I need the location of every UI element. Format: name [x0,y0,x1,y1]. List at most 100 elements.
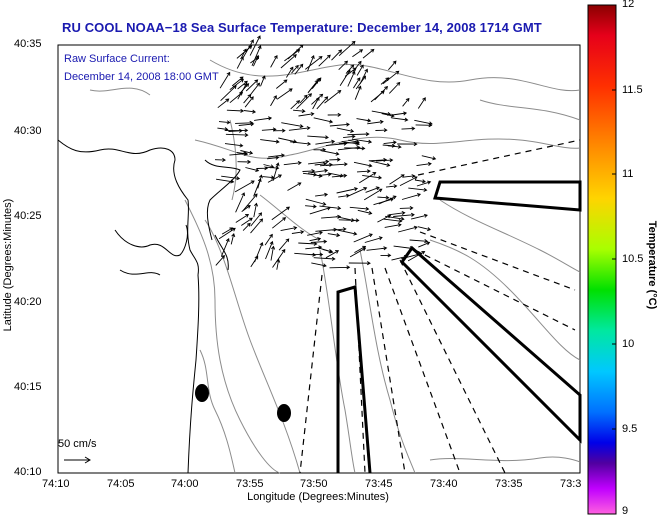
current-vector [309,237,322,242]
current-vector [270,95,277,107]
current-vector [368,157,388,162]
current-vector [402,97,410,107]
current-vector [327,172,344,178]
current-vector [313,147,327,152]
current-vector [307,77,321,94]
current-vector [272,128,286,133]
current-vector [249,35,261,56]
current-vector [319,162,333,167]
x-tick: 73:45 [365,478,393,490]
scale-label: 50 cm/s [58,438,97,450]
current-vector [230,233,236,245]
current-vector [264,233,273,246]
current-vector [254,242,264,263]
current-vector [235,120,254,125]
current-vector [272,217,287,229]
current-vector [253,202,259,218]
current-vector [410,213,428,220]
current-vector [260,139,280,144]
current-vector [256,166,269,171]
current-vector [272,248,286,268]
current-vector [384,222,402,228]
coastline [57,139,241,474]
current-vector [316,246,333,254]
current-vector [362,48,375,59]
current-vector [362,174,383,180]
x-tick: 73:40 [430,478,458,490]
current-vector [308,168,329,174]
y-tick: 40:30 [14,125,42,137]
current-vector [325,250,340,259]
y-tick: 40:15 [14,381,42,393]
current-vector [383,140,397,145]
current-vector [220,85,237,102]
current-vector [310,239,328,244]
bathymetry-contours [89,59,581,474]
current-vector [347,70,356,87]
current-vector [336,187,359,194]
current-vector [257,174,263,189]
current-vector [310,173,323,178]
current-vector [305,198,327,206]
current-vector [353,161,373,168]
current-vector [249,82,261,96]
colorbar-tick: 10 [622,338,635,350]
current-vector [408,187,428,192]
current-vector [399,206,414,211]
current-vector [416,161,432,167]
x-tick: 73:3 [560,478,582,490]
current-vector [305,55,323,70]
current-vector [344,146,366,151]
current-vector [414,179,426,184]
annotation-line2: December 14, 2008 18:00 GMT [64,71,219,83]
current-vector [224,143,244,148]
current-vector [375,128,388,133]
current-vector [358,172,377,184]
current-vector [281,122,304,129]
current-vector [356,118,372,123]
current-vector [387,144,402,149]
current-vector [294,63,304,75]
current-vector [241,217,253,226]
current-vector [338,60,349,71]
current-vector [398,225,418,233]
current-vector [252,54,260,67]
current-vector [366,246,388,251]
current-vector [377,214,392,223]
current-vector [245,79,259,92]
current-vector [318,54,331,67]
y-tick: 40:25 [14,210,42,222]
current-vector [218,120,231,125]
current-vector [393,212,415,217]
current-vector [339,69,351,87]
y-tick: 40:35 [14,38,42,50]
current-vector [399,176,418,187]
current-vector [302,169,316,174]
colorbar-ticks [612,4,616,430]
current-vector [375,158,394,163]
current-vector [354,85,362,100]
current-vector [288,126,311,131]
current-vector [311,93,324,105]
current-vector [417,226,432,232]
current-vector [357,209,373,215]
current-vector [325,141,348,147]
current-vector [217,127,229,132]
current-vector [237,82,248,100]
current-vector [234,180,255,193]
x-tick: 74:00 [171,478,199,490]
current-vector [385,184,398,189]
current-vector [315,192,329,197]
current-vector [287,44,304,60]
current-vector [388,81,401,94]
current-vector [351,138,373,144]
current-vector [299,94,308,104]
colorbar-tick: 9 [622,505,629,517]
x-tick: 74:10 [42,478,70,490]
current-vector [356,169,371,174]
current-vector [276,79,288,89]
current-vector [397,142,418,147]
current-vector [244,96,254,108]
current-vector [242,222,251,231]
